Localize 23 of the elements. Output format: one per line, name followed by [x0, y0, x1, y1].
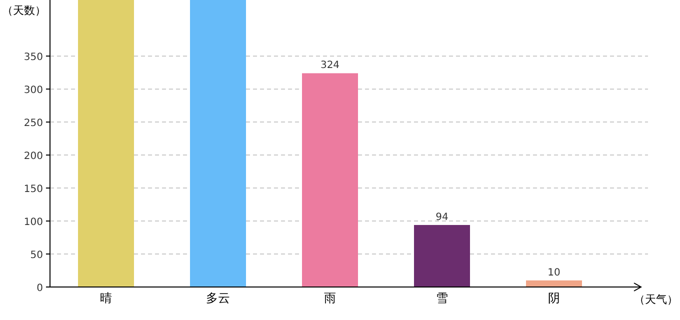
bar [78, 0, 134, 287]
bar [302, 73, 358, 287]
x-tick-label: 晴 [100, 291, 112, 305]
y-tick-label: 150 [24, 184, 43, 196]
y-tick-label: 300 [24, 85, 43, 96]
y-tick-label: 0 [36, 283, 43, 294]
x-axis-title: （天气） [634, 293, 678, 306]
y-tick-label: 50 [30, 250, 43, 262]
bar [190, 0, 246, 287]
y-axis-title: （天数） [2, 4, 46, 17]
bar [414, 224, 470, 287]
y-tick-label: 350 [24, 52, 43, 64]
x-tick-label: 雨 [324, 291, 336, 305]
x-tick-label: 阴 [548, 291, 560, 305]
y-tick-label: 200 [24, 151, 43, 162]
data-label: 10 [548, 267, 560, 278]
x-tick-label: 雪 [436, 291, 448, 305]
y-tick-label: 250 [24, 118, 43, 130]
data-label: 94 [436, 212, 448, 223]
bar [526, 280, 582, 287]
data-label: 324 [320, 60, 340, 72]
y-tick-label: 100 [24, 217, 43, 228]
x-tick-label: 多云 [206, 291, 230, 305]
